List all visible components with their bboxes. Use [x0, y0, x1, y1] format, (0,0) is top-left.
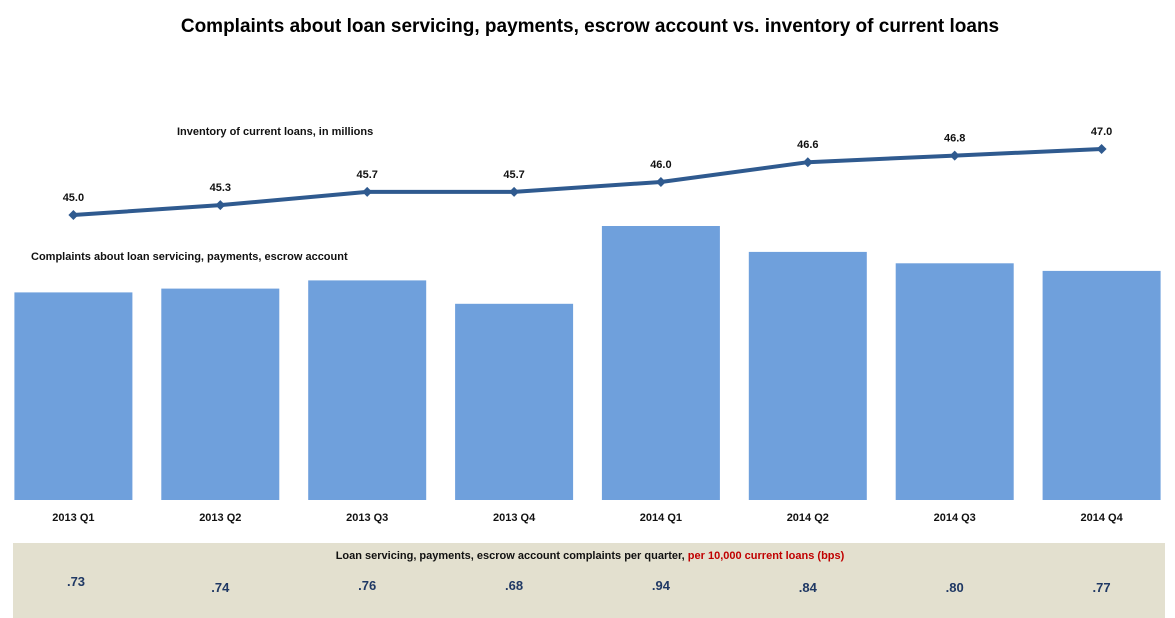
complaint-bars — [14, 226, 1161, 500]
loan-inventory-point-5 — [802, 157, 813, 168]
loan-inventory-point-4 — [655, 177, 666, 187]
x-tick-label-6: 2014 Q3 — [934, 512, 976, 524]
loan-inventory-point-1 — [215, 200, 226, 211]
loan-inventory-value-label-0: 45.0 — [63, 192, 84, 204]
x-tick-label-1: 2013 Q2 — [199, 512, 241, 524]
loan-inventory-point-6 — [949, 150, 960, 161]
rate-value-5: .84 — [799, 580, 818, 595]
loan-inventory-point-2 — [362, 186, 373, 197]
loan-inventory-value-label-1: 45.3 — [210, 182, 231, 194]
loan-inventory-point-7 — [1096, 144, 1107, 154]
complaint-bar-4 — [601, 226, 720, 500]
complaint-bar-7 — [1042, 270, 1161, 500]
rate-value-4: .94 — [652, 578, 671, 593]
rate-values: .73 .74 .76 .68 .94 .84 .80 .77 — [67, 574, 1111, 595]
complaint-bar-5 — [748, 251, 867, 500]
rate-value-6: .80 — [946, 580, 964, 595]
complaint-bar-2 — [308, 280, 427, 500]
loan-inventory-value-label-6: 46.8 — [944, 133, 965, 145]
loan-inventory-value-label-4: 46.0 — [650, 159, 671, 171]
x-tick-label-3: 2013 Q4 — [493, 512, 536, 524]
complaint-bar-1 — [161, 288, 280, 500]
loan-inventory-value-label-2: 45.7 — [356, 169, 377, 181]
rate-table-title-main: Loan servicing, payments, escrow account… — [336, 550, 688, 562]
bar-series-label: Complaints about loan servicing, payment… — [31, 251, 348, 263]
x-axis-tick-labels: 2013 Q1 2013 Q2 2013 Q3 2013 Q4 2014 Q1 2014 … — [52, 512, 1123, 524]
line-series-label: Inventory of current loans, in millions — [177, 126, 373, 138]
x-tick-label-7: 2014 Q4 — [1080, 512, 1123, 524]
loan-inventory-line-path — [73, 147, 1102, 217]
x-tick-label-0: 2013 Q1 — [52, 512, 94, 524]
loan-inventory-point-3 — [509, 186, 520, 197]
loan-inventory-value-label-5: 46.6 — [797, 139, 818, 151]
rate-table-title-accent: per 10,000 current loans (bps) — [688, 550, 845, 562]
x-tick-label-5: 2014 Q2 — [787, 512, 829, 524]
loan-inventory-value-label-7: 47.0 — [1091, 126, 1112, 138]
rate-table-title: Loan servicing, payments, escrow account… — [336, 550, 845, 562]
complaint-bar-6 — [895, 263, 1014, 500]
chart-title: Complaints about loan servicing, payment… — [181, 16, 999, 37]
rate-value-1: .74 — [211, 580, 230, 595]
loan-inventory-line: 45.0 45.3 45.7 45.7 46.0 46.6 46.8 47.0 — [63, 126, 1112, 220]
rate-value-0: .73 — [67, 574, 85, 589]
rate-value-3: .68 — [505, 578, 523, 593]
rate-value-2: .76 — [358, 578, 376, 593]
loan-inventory-value-label-3: 45.7 — [503, 169, 524, 181]
complaint-bar-3 — [455, 303, 574, 500]
x-tick-label-2: 2013 Q3 — [346, 512, 388, 524]
loan-inventory-point-0 — [68, 210, 79, 220]
rate-table-background — [13, 543, 1165, 618]
complaint-bar-0 — [14, 292, 133, 500]
rate-value-7: .77 — [1093, 580, 1111, 595]
x-tick-label-4: 2014 Q1 — [640, 512, 682, 524]
